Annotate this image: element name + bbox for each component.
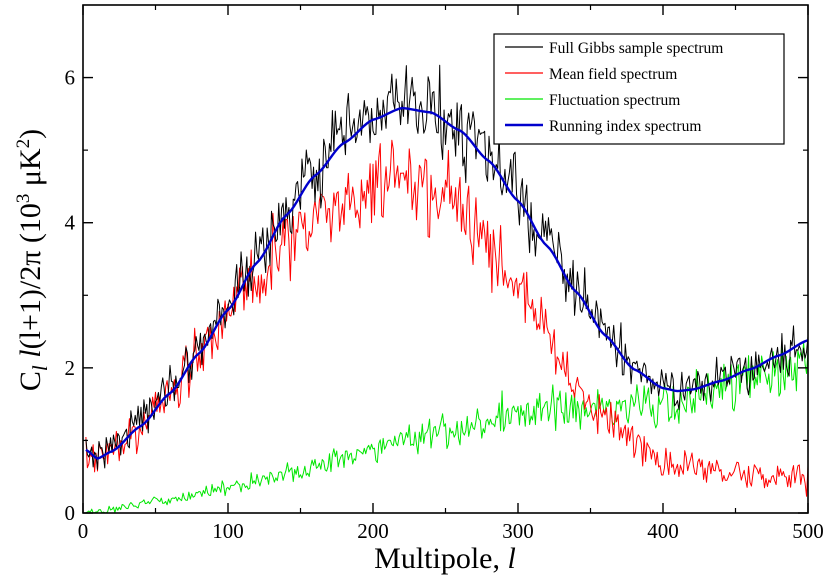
x-tick-label: 200 [357,519,389,543]
y-axis-title: Cl l(l+1)/2π (103 μK2) [13,129,52,391]
x-tick-label: 400 [647,519,679,543]
ticks-layer: 0 100 200 300 400 500 0 2 4 6 [65,5,824,543]
y-tick-label: 6 [65,66,76,90]
series-line-mean-field-spectrum [85,139,809,497]
x-tick-label: 100 [212,519,244,543]
series-layer [85,64,809,514]
y-tick-label: 2 [65,356,76,380]
x-tick-label: 300 [502,519,534,543]
y-tick-label: 4 [65,211,76,235]
series-line-full-gibbs-sample-spectrum [85,64,809,470]
x-tick-label: 500 [792,519,824,543]
x-axis-title: Multipole, l [374,542,516,575]
legend: Full Gibbs sample spectrum Mean field sp… [493,33,785,145]
legend-label-fluctuation: Fluctuation spectrum [549,92,680,109]
y-tick-label: 0 [65,501,76,525]
x-tick-label: 0 [78,519,89,543]
legend-label-full-gibbs: Full Gibbs sample spectrum [549,40,723,57]
legend-label-running-index: Running index spectrum [549,118,701,135]
series-line-running-index-spectrum [85,106,809,460]
legend-label-mean-field: Mean field spectrum [549,66,677,83]
series-line-fluctuation-spectrum [85,342,809,514]
